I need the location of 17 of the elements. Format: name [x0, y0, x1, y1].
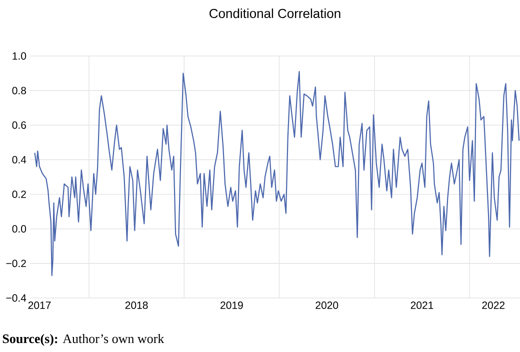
- x-tick-label: 2018: [125, 302, 148, 309]
- x-tick-label: 2020: [316, 302, 338, 309]
- x-tick-label: 2019: [220, 302, 243, 309]
- chart-title: Conditional Correlation: [210, 8, 340, 18]
- y-tick-label: −0.2: [6, 260, 26, 268]
- y-tick-label: 0.2: [12, 190, 26, 198]
- x-tick-label: 2021: [410, 302, 434, 309]
- y-tick-label: 0.6: [12, 121, 26, 129]
- line-series: [34, 70, 520, 276]
- text: Source(s): Author’s own work: [2, 334, 164, 346]
- y-tick-label: 1.0: [12, 52, 26, 60]
- y-tick-label: 0.8: [12, 86, 26, 94]
- y-tick-label: −0.4: [6, 294, 26, 302]
- y-tick-label: 0.0: [12, 225, 26, 233]
- y-tick-label: 0.4: [12, 156, 26, 164]
- x-tick-label: 2022: [482, 302, 504, 309]
- x-tick-label: 2017: [28, 302, 51, 309]
